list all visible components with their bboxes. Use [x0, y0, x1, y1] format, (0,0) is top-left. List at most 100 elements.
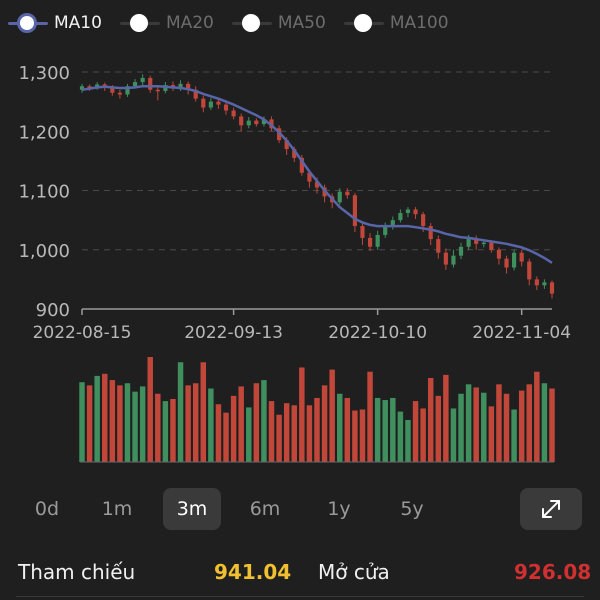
candle-body — [155, 89, 160, 92]
candle-body — [193, 89, 198, 99]
price-chart[interactable]: 900 1,000 1,100 1,200 1,300 2022-08-15 2022-09… — [0, 0, 600, 470]
candle-body — [542, 282, 547, 286]
volume-bar — [526, 384, 532, 462]
candle-body — [216, 101, 221, 105]
x-tick-label: 2022-10-10 — [328, 323, 427, 343]
range-button-3m[interactable]: 3m — [163, 488, 221, 530]
open-price-label: Mở cửa — [318, 560, 390, 584]
candle-body — [421, 214, 426, 227]
volume-bar — [427, 378, 434, 462]
volume-bar — [541, 383, 548, 462]
volume-bar — [352, 410, 358, 462]
candle-body — [481, 242, 486, 245]
volume-bar — [109, 380, 116, 462]
volume-bar — [276, 414, 282, 462]
volume-bar — [359, 409, 366, 462]
volume-bar — [344, 397, 351, 462]
range-button-1y[interactable]: 1y — [327, 498, 351, 520]
volume-bar — [215, 404, 222, 462]
range-button-6m[interactable]: 6m — [249, 498, 281, 520]
candle-body — [223, 104, 229, 111]
volume-bar — [450, 408, 457, 462]
candle-body — [337, 191, 342, 203]
volume-bar — [102, 373, 108, 462]
candle-body — [375, 234, 380, 247]
volume-bar — [200, 362, 207, 462]
volume-bar — [518, 390, 525, 462]
candle-body — [231, 110, 236, 117]
candle-body — [413, 209, 418, 215]
candle-body — [284, 140, 289, 150]
candle-body — [208, 101, 213, 108]
candle-body — [474, 239, 479, 244]
candle-body — [383, 226, 388, 235]
candle-body — [345, 191, 350, 196]
legend-label-ma50: MA50 — [277, 13, 326, 33]
volume-bar — [139, 386, 146, 462]
volume-bar — [382, 400, 388, 462]
volume-bar — [374, 397, 381, 462]
candle-body — [299, 157, 304, 173]
y-tick-label: 1,200 — [18, 122, 70, 143]
volume-bar — [261, 380, 267, 462]
volume-bar — [443, 374, 449, 462]
volume-bar — [405, 420, 411, 462]
stats-row: Tham chiếu 941.04 Mở cửa 926.08 — [0, 556, 600, 590]
candle-body — [201, 98, 206, 108]
volume-bar — [488, 406, 495, 462]
candle-body — [443, 252, 448, 265]
legend-item-ma20[interactable]: MA20 — [119, 12, 214, 34]
volume-bar — [321, 385, 328, 462]
reference-price-value: 941.04 — [214, 560, 292, 584]
candle-body — [239, 116, 244, 126]
volume-bar — [94, 375, 100, 462]
legend-item-ma100[interactable]: MA100 — [343, 12, 449, 34]
volume-bar — [86, 385, 93, 462]
ma10-line — [81, 84, 553, 264]
candle-body — [527, 261, 532, 280]
expand-button[interactable] — [520, 488, 582, 530]
volume-bar — [246, 407, 252, 462]
volume-bar — [306, 405, 313, 462]
candle-body — [534, 279, 539, 286]
volume-bar — [185, 385, 191, 462]
volume-bar — [192, 383, 199, 462]
candle-body — [186, 83, 191, 90]
candle-body — [148, 77, 153, 90]
reference-price-label: Tham chiếu — [18, 560, 136, 584]
volume-bar — [291, 405, 297, 462]
candle-body — [314, 181, 320, 188]
range-button-5y[interactable]: 5y — [400, 498, 424, 520]
ma20-toggle-icon — [119, 12, 160, 34]
legend-label-ma20: MA20 — [165, 13, 214, 33]
candle-body — [428, 226, 433, 240]
volume-bar — [124, 383, 131, 462]
volume-bar — [473, 387, 479, 462]
legend-item-ma50[interactable]: MA50 — [231, 12, 326, 34]
legend-item-ma10[interactable]: MA10 — [8, 12, 102, 34]
candle-body — [367, 237, 373, 247]
candle-body — [307, 172, 312, 182]
range-button-1m[interactable]: 1m — [101, 498, 133, 520]
candle-body — [125, 86, 130, 95]
candle-body — [352, 195, 357, 227]
candle-body — [451, 255, 456, 265]
x-tick-label: 2022-08-15 — [33, 323, 132, 343]
volume-bar — [390, 397, 396, 462]
volume-bar — [162, 401, 169, 462]
volume-bar — [534, 371, 540, 462]
range-button-0d[interactable]: 0d — [34, 498, 60, 520]
x-tick-label: 2022-11-04 — [472, 323, 571, 343]
candle-body — [466, 239, 471, 247]
ma50-toggle-icon — [231, 12, 272, 34]
volume-bar — [465, 384, 472, 462]
ma100-toggle-icon — [343, 12, 384, 34]
volume-bar — [314, 397, 320, 462]
volume-bar — [230, 395, 237, 462]
volume-bar — [503, 393, 510, 462]
legend-label-ma10: MA10 — [54, 13, 102, 33]
volume-bar — [511, 409, 517, 462]
volume-bar — [208, 388, 214, 462]
ma-legend: MA10 MA20 MA50 MA100 — [8, 10, 467, 36]
volume-bar — [458, 393, 464, 462]
